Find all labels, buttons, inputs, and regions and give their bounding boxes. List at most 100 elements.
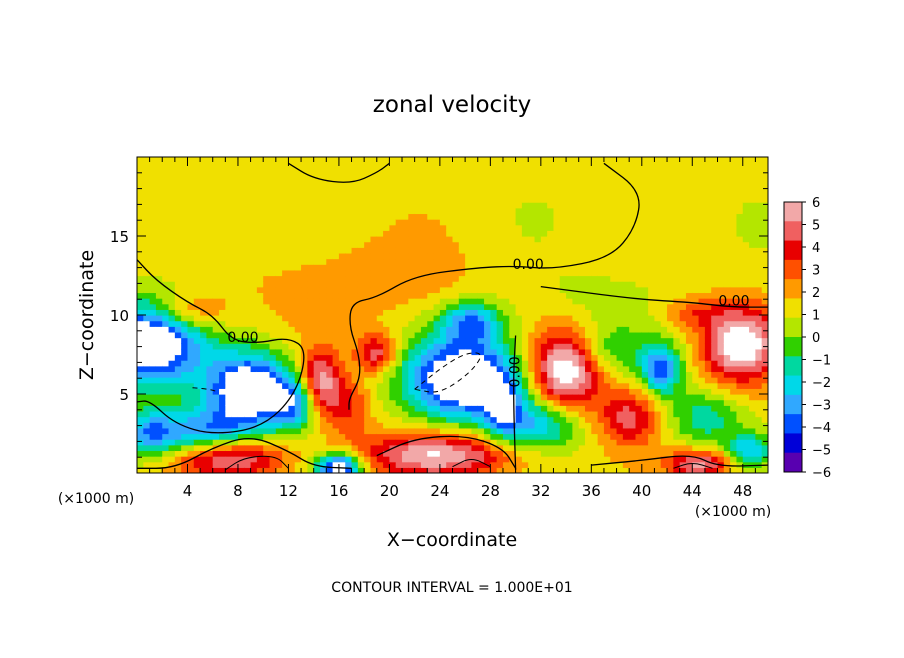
- field-cell: [383, 439, 390, 446]
- field-cell: [641, 252, 649, 260]
- field-cell: [256, 326, 264, 333]
- field-cell: [294, 179, 302, 186]
- field-cell: [496, 410, 504, 418]
- field-cell: [383, 360, 390, 367]
- field-cell: [376, 190, 384, 198]
- field-cell: [383, 298, 390, 305]
- field-cell: [591, 168, 599, 175]
- field-cell: [477, 360, 485, 367]
- field-cell: [534, 286, 542, 294]
- field-cell: [288, 168, 296, 175]
- field-cell: [313, 365, 321, 373]
- field-cell: [408, 394, 416, 401]
- field-cell: [200, 190, 208, 198]
- field-cell: [452, 213, 460, 220]
- field-cell: [648, 241, 656, 248]
- field-cell: [370, 281, 378, 288]
- field-cell: [162, 252, 170, 260]
- field-cell: [193, 258, 201, 265]
- field-cell: [692, 213, 700, 220]
- field-cell: [635, 179, 643, 186]
- field-cell: [200, 173, 208, 181]
- field-cell: [370, 196, 378, 203]
- field-cell: [193, 456, 201, 463]
- field-cell: [244, 422, 252, 429]
- field-cell: [364, 298, 372, 305]
- field-cell: [458, 162, 466, 169]
- field-cell: [629, 298, 637, 305]
- field-cell: [427, 371, 435, 378]
- field-cell: [566, 439, 573, 446]
- field-cell: [376, 162, 384, 169]
- field-cell: [515, 236, 523, 243]
- field-cell: [547, 190, 555, 198]
- field-cell: [174, 168, 182, 175]
- field-cell: [465, 320, 473, 327]
- field-cell: [212, 157, 220, 164]
- field-cell: [294, 416, 302, 423]
- field-cell: [660, 461, 668, 468]
- field-cell: [231, 439, 239, 446]
- field-cell: [294, 343, 302, 350]
- field-cell: [553, 365, 561, 373]
- field-cell: [603, 258, 611, 265]
- field-cell: [219, 337, 226, 344]
- field-cell: [263, 360, 271, 367]
- field-cell: [641, 422, 649, 429]
- field-cell: [319, 456, 327, 463]
- field-cell: [414, 360, 422, 367]
- field-cell: [521, 315, 529, 322]
- field-cell: [540, 258, 548, 265]
- field-cell: [528, 157, 536, 164]
- field-cell: [351, 439, 359, 446]
- field-cell: [408, 247, 416, 254]
- field-cell: [420, 196, 428, 203]
- field-cell: [616, 190, 624, 198]
- field-cell: [263, 422, 271, 429]
- field-cell: [528, 269, 536, 277]
- field-cell: [496, 241, 504, 248]
- field-cell: [256, 275, 264, 282]
- field-cell: [547, 326, 555, 333]
- field-cell: [654, 422, 662, 429]
- field-cell: [534, 162, 542, 169]
- field-cell: [439, 326, 447, 333]
- field-cell: [585, 269, 592, 277]
- field-cell: [313, 331, 321, 339]
- field-cell: [231, 337, 239, 344]
- field-cell: [685, 456, 693, 463]
- field-cell: [427, 275, 435, 282]
- field-cell: [521, 456, 529, 463]
- field-cell: [231, 157, 239, 164]
- field-cell: [250, 252, 258, 260]
- field-cell: [237, 292, 245, 299]
- field-cell: [193, 173, 201, 181]
- field-cell: [282, 168, 290, 175]
- field-cell: [427, 185, 435, 192]
- field-cell: [219, 281, 226, 288]
- field-cell: [572, 264, 580, 271]
- field-cell: [357, 207, 365, 215]
- field-cell: [603, 202, 611, 209]
- field-cell: [250, 354, 258, 361]
- field-cell: [553, 326, 561, 333]
- field-cell: [433, 439, 441, 446]
- field-cell: [231, 196, 239, 203]
- field-cell: [622, 422, 630, 429]
- field-cell: [471, 382, 479, 389]
- field-cell: [250, 377, 258, 384]
- field-cell: [313, 219, 321, 226]
- field-cell: [420, 365, 428, 373]
- field-cell: [244, 252, 252, 260]
- field-cell: [490, 337, 498, 344]
- field-cell: [250, 207, 258, 215]
- field-cell: [237, 377, 245, 384]
- field-cell: [244, 399, 252, 406]
- field-cell: [648, 343, 656, 350]
- field-cell: [471, 185, 479, 192]
- field-cell: [509, 343, 517, 350]
- field-cell: [338, 343, 346, 350]
- field-cell: [143, 264, 151, 271]
- field-cell: [357, 337, 365, 344]
- field-cell: [275, 286, 283, 294]
